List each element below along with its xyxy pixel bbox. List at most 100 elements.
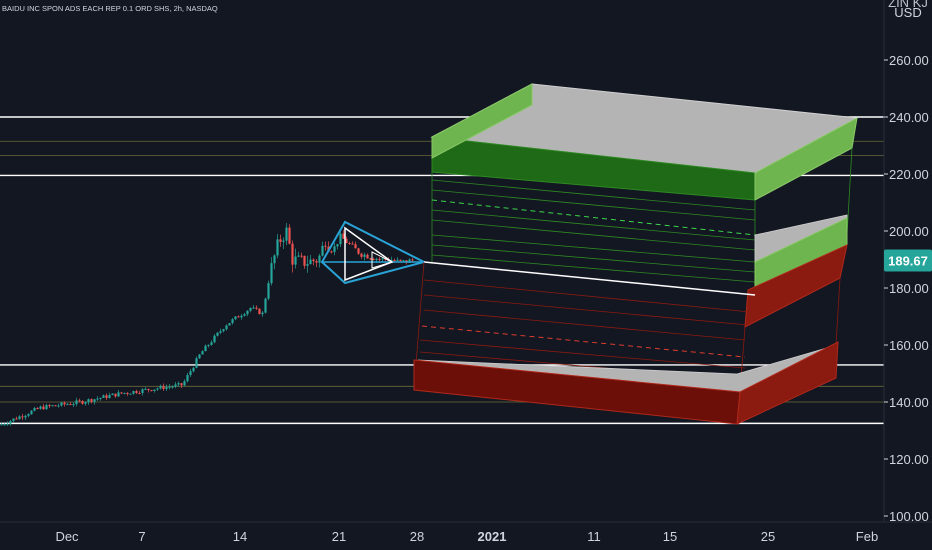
candle-body <box>393 260 396 262</box>
candle-body <box>120 392 123 394</box>
y-ticks: 100.00 120.00 140.00 160.00 180.00 200.00 220.… <box>884 53 929 524</box>
candle-body <box>111 393 114 396</box>
candle-body <box>240 315 243 318</box>
candle-body <box>276 239 279 256</box>
candle-body <box>234 316 237 320</box>
candle-body <box>285 227 288 241</box>
green-box-back-edge <box>431 83 533 159</box>
candle-body <box>378 258 381 260</box>
candle-body <box>168 386 171 388</box>
candle-body <box>60 402 63 406</box>
candle-body <box>102 395 105 398</box>
red-box-side-face <box>736 341 839 425</box>
x-tick-label: 21 <box>332 529 346 544</box>
candle-body <box>270 263 273 284</box>
candle-body <box>12 418 15 421</box>
candle-body <box>117 392 120 397</box>
candle-body <box>288 227 291 244</box>
candle-body <box>96 398 99 400</box>
candle-body <box>189 371 192 376</box>
red-dashed-target <box>421 325 746 358</box>
x-tick-label: 2021 <box>478 529 507 544</box>
candle-body <box>339 233 342 245</box>
candle-body <box>30 410 33 415</box>
candle-body <box>87 399 90 403</box>
candle-body <box>411 259 414 261</box>
candle-body <box>228 323 231 326</box>
candle-body <box>213 335 216 343</box>
candle-body <box>219 331 222 333</box>
candle-body <box>408 259 411 263</box>
x-tick-label: 14 <box>233 529 247 544</box>
candle-body <box>192 367 195 372</box>
candle-body <box>99 397 102 399</box>
x-tick-label: 28 <box>410 529 424 544</box>
current-price-label: 189.67 <box>888 253 928 268</box>
projection-boxes[interactable] <box>413 83 859 425</box>
current-price-tag: 189.67 <box>884 249 932 272</box>
candle-body <box>150 390 153 392</box>
mid-divider-line <box>423 261 756 296</box>
candle-body <box>174 384 177 387</box>
candle-body <box>204 345 207 352</box>
x-tick-label: Dec <box>55 529 79 544</box>
candle-body <box>183 381 186 386</box>
candle-body <box>195 358 198 368</box>
candle-body <box>24 415 27 418</box>
symbol-header: BAIDU INC SPON ADS EACH REP 0.1 ORD SHS,… <box>2 4 218 13</box>
candle-body <box>381 258 384 260</box>
candle-body <box>246 310 249 315</box>
y-tick-label: 220.00 <box>889 167 929 182</box>
candle-body <box>306 264 309 266</box>
y-tick-label: 260.00 <box>889 53 929 68</box>
candle-body <box>252 307 255 309</box>
candle-body <box>126 392 129 394</box>
x-tick-label: 11 <box>587 529 601 544</box>
x-axis[interactable]: Dec 7 14 21 28 2021 11 15 25 Feb <box>0 521 932 544</box>
candle-body <box>291 243 294 265</box>
candle-body <box>81 401 84 404</box>
candle-body <box>147 388 150 391</box>
candle-body <box>132 391 135 394</box>
candle-body <box>141 389 144 393</box>
candle-body <box>201 351 204 355</box>
candle-body <box>351 243 354 245</box>
y-tick-label: 140.00 <box>889 395 929 410</box>
candle-body <box>165 386 168 390</box>
candle-body <box>48 405 51 407</box>
candle-body <box>123 392 126 394</box>
candle-body <box>3 424 6 426</box>
y-tick-label: 240.00 <box>889 110 929 125</box>
candle-body <box>399 259 402 261</box>
candle-body <box>369 258 372 260</box>
candle-body <box>402 260 405 262</box>
candle-body <box>15 418 18 420</box>
candle-body <box>315 261 318 263</box>
candle-body <box>243 314 246 316</box>
candle-body <box>6 423 9 425</box>
y-tick-label: 200.00 <box>889 224 929 239</box>
candle-body <box>357 248 360 254</box>
candle-body <box>66 404 69 406</box>
candle-body <box>222 329 225 332</box>
candle-body <box>333 246 336 252</box>
candle-body <box>363 254 366 257</box>
candle-body <box>198 354 201 359</box>
y-tick-label: 100.00 <box>889 509 929 524</box>
inner-triangle-small <box>371 251 394 269</box>
candle-body <box>237 316 240 318</box>
candle-body <box>36 408 39 410</box>
candle-body <box>216 332 219 336</box>
candle-body <box>309 259 312 265</box>
candle-body <box>186 375 189 382</box>
candle-body <box>39 406 42 409</box>
candle-body <box>105 395 108 399</box>
candle-body <box>27 414 30 416</box>
candle-body <box>0 424 3 426</box>
currency-unit-overflow: ZIN KJ <box>888 0 928 10</box>
candle-body <box>153 389 156 391</box>
candle-body <box>144 388 147 390</box>
candle-body <box>135 391 138 393</box>
candle-body <box>318 255 321 263</box>
